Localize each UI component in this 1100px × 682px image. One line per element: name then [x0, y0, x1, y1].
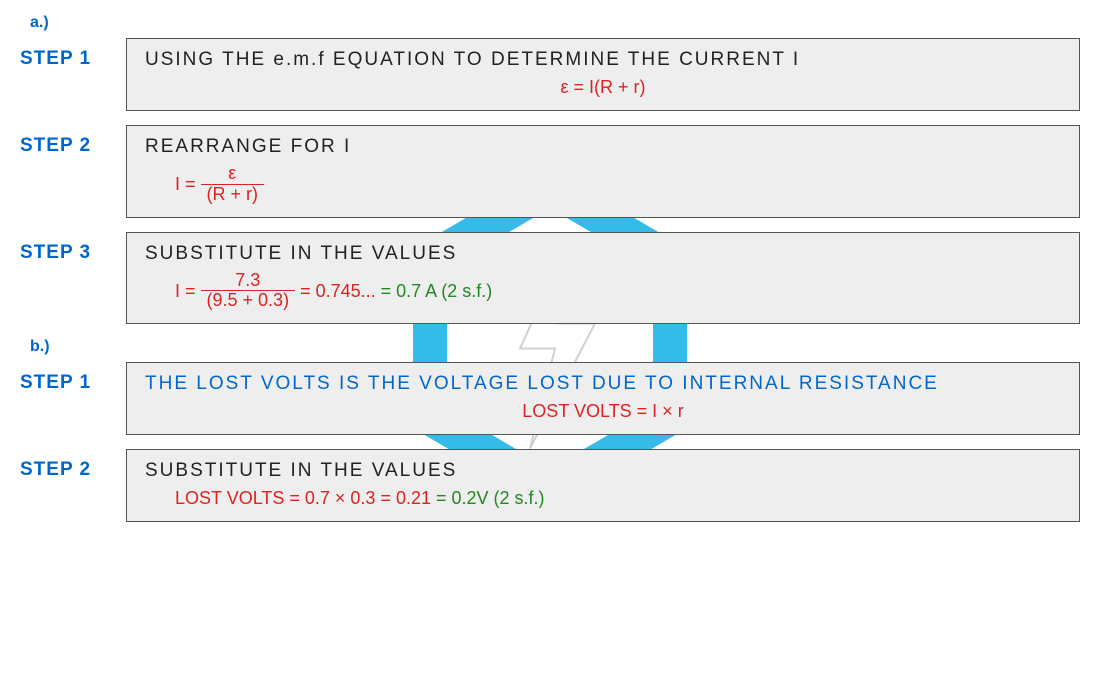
step-title: SUBSTITUTE IN THE VALUES	[145, 243, 1061, 265]
step-label: STEP 3	[20, 232, 126, 264]
step-title: USING THE e.m.f EQUATION TO DETERMINE TH…	[145, 49, 1061, 71]
result-value: = 0.2V (2 s.f.)	[436, 488, 545, 508]
step-title: SUBSTITUTE IN THE VALUES	[145, 460, 1061, 482]
step-label: STEP 1	[20, 362, 126, 394]
step-title: THE LOST VOLTS IS THE VOLTAGE LOST DUE T…	[145, 373, 1061, 395]
rearranged-equation: I = ε (R + r)	[175, 164, 1061, 205]
step-box: SUBSTITUTE IN THE VALUES I = 7.3 (9.5 + …	[126, 232, 1080, 325]
result-value: = 0.7 A (2 s.f.)	[381, 280, 493, 300]
section-b-step-1: STEP 1 THE LOST VOLTS IS THE VOLTAGE LOS…	[20, 362, 1080, 435]
section-a-step-1: STEP 1 USING THE e.m.f EQUATION TO DETER…	[20, 38, 1080, 111]
emf-equation: ε = I(R + r)	[145, 77, 1061, 98]
lost-volts-equation: LOST VOLTS = I × r	[145, 401, 1061, 422]
section-b-label: b.)	[30, 338, 1080, 356]
step-box: SUBSTITUTE IN THE VALUES LOST VOLTS = 0.…	[126, 449, 1080, 522]
section-a-step-2: STEP 2 REARRANGE FOR I I = ε (R + r)	[20, 125, 1080, 218]
step-label: STEP 2	[20, 449, 126, 481]
section-a-label: a.)	[30, 14, 1080, 32]
step-label: STEP 1	[20, 38, 126, 70]
step-label: STEP 2	[20, 125, 126, 157]
substituted-equation: I = 7.3 (9.5 + 0.3) = 0.745... = 0.7 A (…	[175, 271, 1061, 312]
step-box: THE LOST VOLTS IS THE VOLTAGE LOST DUE T…	[126, 362, 1080, 435]
step-title: REARRANGE FOR I	[145, 136, 1061, 158]
step-box: REARRANGE FOR I I = ε (R + r)	[126, 125, 1080, 218]
lost-volts-calc: LOST VOLTS = 0.7 × 0.3 = 0.21 = 0.2V (2 …	[175, 488, 1061, 509]
section-a-step-3: STEP 3 SUBSTITUTE IN THE VALUES I = 7.3 …	[20, 232, 1080, 325]
worked-solution: a.) STEP 1 USING THE e.m.f EQUATION TO D…	[0, 0, 1100, 550]
section-b-step-2: STEP 2 SUBSTITUTE IN THE VALUES LOST VOL…	[20, 449, 1080, 522]
step-box: USING THE e.m.f EQUATION TO DETERMINE TH…	[126, 38, 1080, 111]
